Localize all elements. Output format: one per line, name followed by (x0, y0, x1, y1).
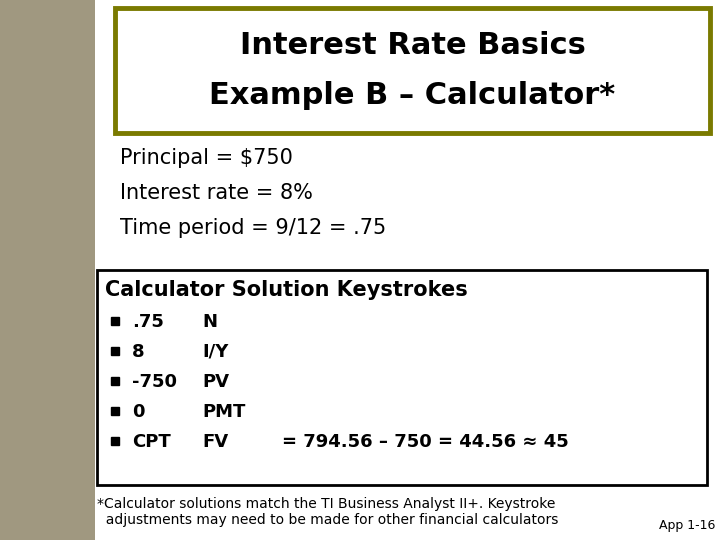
Bar (111, 437, 119, 445)
Bar (111, 377, 119, 385)
Text: Time period = 9/12 = .75: Time period = 9/12 = .75 (120, 218, 386, 238)
Text: 8: 8 (132, 343, 145, 361)
Text: PMT: PMT (202, 403, 246, 421)
Text: PV: PV (202, 373, 229, 391)
Text: adjustments may need to be made for other financial calculators: adjustments may need to be made for othe… (97, 513, 559, 527)
Bar (111, 317, 119, 325)
Text: = 794.56 – 750 = 44.56 ≈ 45: = 794.56 – 750 = 44.56 ≈ 45 (282, 433, 569, 451)
Text: App 1-16: App 1-16 (659, 519, 715, 532)
Text: 0: 0 (132, 403, 145, 421)
Text: *Calculator solutions match the TI Business Analyst II+. Keystroke: *Calculator solutions match the TI Busin… (97, 497, 555, 511)
Bar (95, 0, 720, 540)
Text: Calculator Solution Keystrokes: Calculator Solution Keystrokes (105, 280, 468, 300)
Text: Principal = $750: Principal = $750 (120, 148, 293, 168)
Bar (111, 347, 119, 355)
Text: Interest rate = 8%: Interest rate = 8% (120, 183, 313, 203)
Bar (111, 407, 119, 415)
Text: N: N (202, 313, 217, 331)
Text: Interest Rate Basics: Interest Rate Basics (240, 31, 585, 60)
Text: CPT: CPT (132, 433, 171, 451)
Text: .75: .75 (132, 313, 164, 331)
Text: FV: FV (202, 433, 228, 451)
Text: I/Y: I/Y (202, 343, 228, 361)
Bar (97, 270, 707, 485)
Text: -750: -750 (132, 373, 177, 391)
Bar (115, 8, 710, 133)
Text: Example B – Calculator*: Example B – Calculator* (210, 82, 616, 111)
